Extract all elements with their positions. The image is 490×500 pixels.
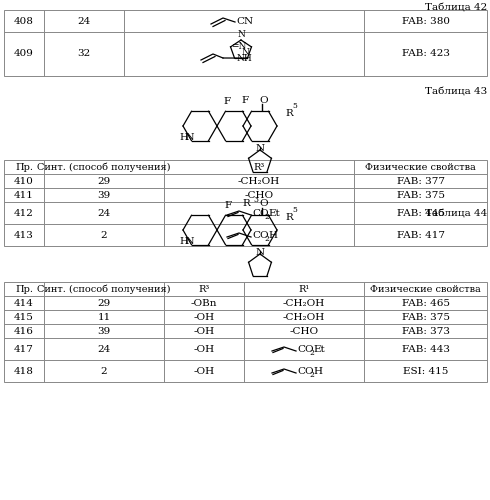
Text: -CH₂OH: -CH₂OH (238, 176, 280, 186)
Text: 2: 2 (309, 371, 314, 379)
Text: Таблица 42: Таблица 42 (425, 3, 487, 12)
Text: -OH: -OH (194, 312, 215, 322)
Text: O: O (260, 96, 269, 105)
Text: 2: 2 (100, 230, 107, 239)
Text: Физические свойства: Физические свойства (365, 162, 476, 172)
Text: 11: 11 (98, 312, 111, 322)
Text: =N: =N (232, 42, 247, 51)
Text: CO: CO (252, 232, 269, 240)
Text: Et: Et (268, 210, 280, 218)
Text: 412: 412 (14, 208, 34, 218)
Text: CO: CO (297, 346, 314, 354)
Text: 413: 413 (14, 230, 34, 239)
Text: -OH: -OH (194, 344, 215, 354)
Text: N: N (186, 134, 194, 142)
Text: 418: 418 (14, 366, 34, 376)
Text: 39: 39 (98, 190, 111, 200)
Text: FAB: 380: FAB: 380 (401, 16, 449, 26)
Text: 5: 5 (292, 102, 297, 110)
Text: F: F (223, 97, 231, 106)
Text: F: F (224, 201, 232, 210)
Text: 24: 24 (98, 208, 111, 218)
Bar (4, 282, 487, 382)
Text: Пр.: Пр. (15, 162, 33, 172)
Text: N: N (255, 144, 265, 153)
Text: Пр.: Пр. (15, 284, 33, 294)
Text: 29: 29 (98, 298, 111, 308)
Text: R³: R³ (253, 162, 265, 172)
Text: NH: NH (237, 54, 252, 62)
Text: -OH: -OH (194, 326, 215, 336)
Text: 411: 411 (14, 190, 34, 200)
Text: R: R (242, 199, 250, 208)
Text: FAB: 377: FAB: 377 (396, 176, 444, 186)
Text: H: H (268, 232, 277, 240)
Text: Et: Et (313, 346, 325, 354)
Text: H: H (180, 238, 188, 246)
Text: R¹: R¹ (298, 284, 310, 294)
Bar (4, 160, 487, 246)
Text: -CH₂OH: -CH₂OH (283, 312, 325, 322)
Text: N: N (255, 248, 265, 257)
Text: 32: 32 (77, 50, 91, 58)
Text: FAB: 373: FAB: 373 (401, 326, 449, 336)
Text: -CH₂OH: -CH₂OH (283, 298, 325, 308)
Text: 2: 2 (100, 366, 107, 376)
Text: H: H (313, 368, 322, 376)
Text: N: N (242, 48, 249, 57)
Text: FAB: 443: FAB: 443 (401, 344, 449, 354)
Text: O: O (260, 199, 269, 208)
Text: 2: 2 (264, 213, 269, 221)
Text: -OBn: -OBn (191, 298, 217, 308)
Text: ESI: 415: ESI: 415 (403, 366, 448, 376)
Text: -CHO: -CHO (290, 326, 318, 336)
Text: -OH: -OH (194, 366, 215, 376)
Text: 5: 5 (292, 206, 297, 214)
Text: 416: 416 (14, 326, 34, 336)
Text: FAB: 445: FAB: 445 (396, 208, 444, 218)
Text: F: F (242, 96, 248, 105)
Text: 410: 410 (14, 176, 34, 186)
Text: 408: 408 (14, 16, 34, 26)
Text: R: R (285, 214, 293, 222)
Text: N: N (237, 30, 245, 39)
Text: CO: CO (297, 368, 314, 376)
Text: FAB: 423: FAB: 423 (401, 50, 449, 58)
Text: R³: R³ (198, 284, 210, 294)
Text: 414: 414 (14, 298, 34, 308)
Bar (4, 10, 487, 76)
Text: 417: 417 (14, 344, 34, 354)
Text: 409: 409 (14, 50, 34, 58)
Text: 2: 2 (309, 349, 314, 357)
Text: FAB: 417: FAB: 417 (396, 230, 444, 239)
Text: N: N (186, 238, 194, 246)
Text: 24: 24 (77, 16, 91, 26)
Text: CO: CO (252, 210, 269, 218)
Text: Синт. (способ получения): Синт. (способ получения) (37, 162, 171, 172)
Text: 29: 29 (98, 176, 111, 186)
Text: 24: 24 (98, 344, 111, 354)
Text: 3: 3 (253, 196, 258, 204)
Text: FAB: 465: FAB: 465 (401, 298, 449, 308)
Text: -CHO: -CHO (245, 190, 273, 200)
Text: Синт. (способ получения): Синт. (способ получения) (37, 284, 171, 294)
Text: 415: 415 (14, 312, 34, 322)
Text: R: R (285, 110, 293, 118)
Text: FAB: 375: FAB: 375 (396, 190, 444, 200)
Text: Таблица 44: Таблица 44 (425, 210, 487, 219)
Text: H: H (180, 134, 188, 142)
Text: FAB: 375: FAB: 375 (401, 312, 449, 322)
Text: Таблица 43: Таблица 43 (425, 87, 487, 96)
Text: CN: CN (236, 18, 253, 26)
Text: Физические свойства: Физические свойства (370, 284, 481, 294)
Text: 39: 39 (98, 326, 111, 336)
Text: 2: 2 (264, 235, 269, 243)
